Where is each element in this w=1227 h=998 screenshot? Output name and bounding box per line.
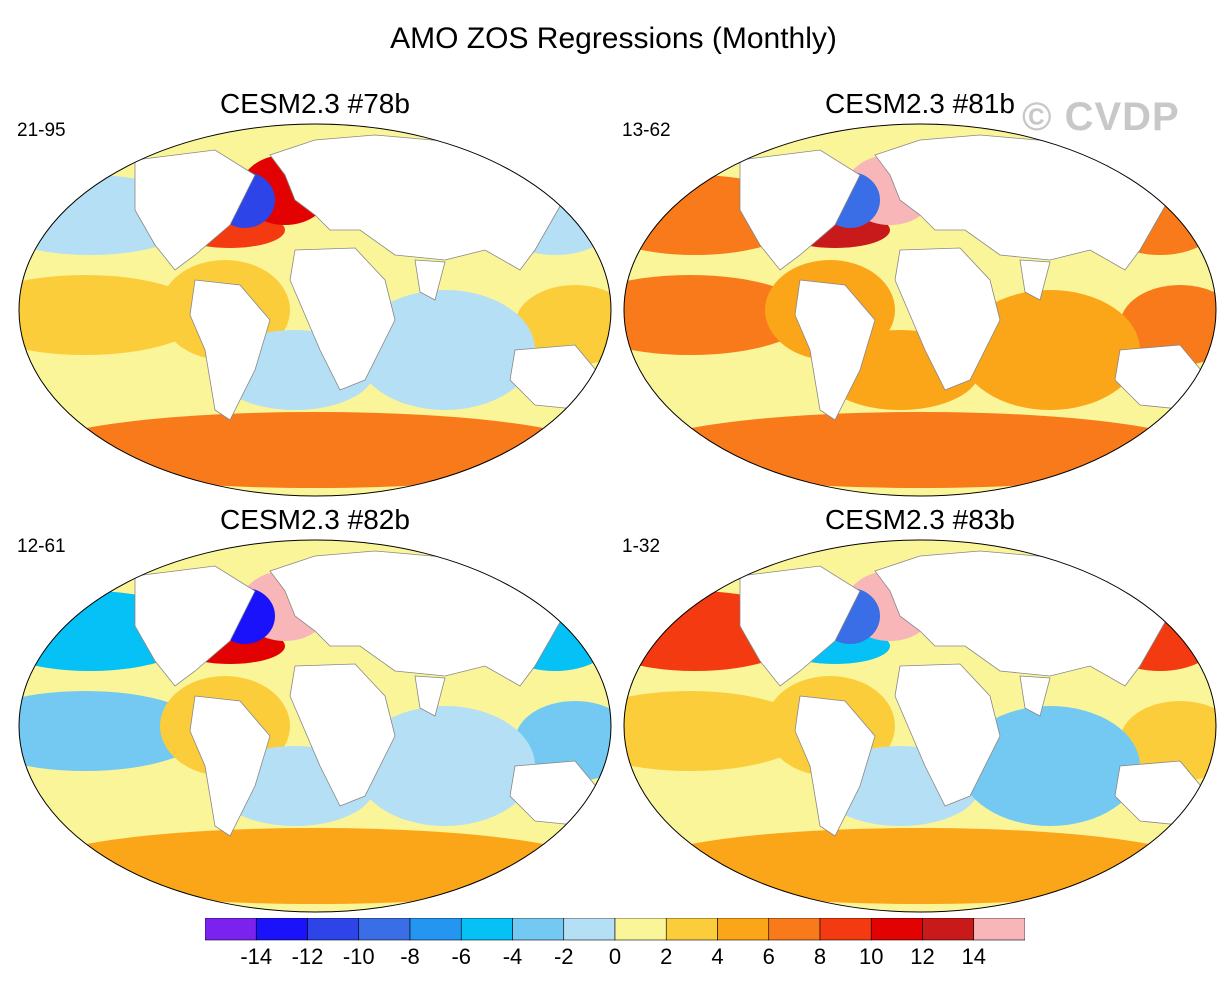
colorbar-tick-label: -2 [553,944,574,969]
map-panel-78b: CESM2.3 #78b 21-95 [15,88,615,520]
colorbar-tick-label: 0 [608,944,622,969]
map-svg [18,123,612,497]
panel-title: CESM2.3 #82b [220,504,410,535]
colorbar [205,918,1025,941]
colorbar-box [460,918,513,941]
continent-outline [794,695,876,837]
continent-outline [289,663,396,807]
colorbar-box [255,918,308,941]
colorbar-box [870,918,923,941]
panel-title: CESM2.3 #78b [220,88,410,119]
colorbar-tick-label: 8 [813,944,827,969]
region-tropical-pacific [515,701,611,781]
region-southern-ocean [35,412,595,488]
continent-outline [289,247,396,391]
continent-outline [894,247,1001,391]
map-svg [18,539,612,913]
region-indian-ocean [355,706,535,826]
colorbar-box [563,918,616,941]
colorbar-tick-label: -8 [400,944,420,969]
colorbar-tick-label: 2 [660,944,673,969]
continent-outline [189,695,271,837]
continent-outline [739,565,861,687]
colorbar-tick-label: 14 [961,944,986,969]
panel-title: CESM2.3 #81b [825,88,1015,119]
map-border [623,539,1217,913]
map-panel-82b: CESM2.3 #82b 12-61 [15,504,615,936]
continent-outline [1019,259,1051,301]
continent-outline [414,675,446,717]
panel-years: 21-95 [17,120,66,141]
continent-outline [1019,675,1051,717]
region-indian-ocean [960,706,1140,826]
panel-years: 12-61 [17,536,66,557]
map-panel-83b: CESM2.3 #83b 1-32 [620,504,1220,936]
continent-outline [134,565,256,687]
continent-outline [739,149,861,271]
colorbar-box [665,918,718,941]
region-tropical-pacific [19,275,205,355]
colorbar-box [768,918,821,941]
region-tropical-pacific [19,691,205,771]
colorbar-tick-label: -10 [342,944,375,969]
continent-outline [894,663,1001,807]
colorbar-box [205,918,257,941]
continent-outline [134,149,256,271]
region-indian-ocean [355,290,535,410]
colorbar-box [409,918,462,941]
region-tropical-pacific [1120,285,1216,365]
cvdp-watermark: © CVDP [1022,95,1180,139]
map-border [18,539,612,913]
colorbar-tick-label: 10 [859,944,884,969]
colorbar-tick-label: -12 [291,944,324,969]
colorbar-box [819,918,872,941]
region-tropical-pacific [1120,701,1216,781]
colorbar-box [717,918,770,941]
panel-title: CESM2.3 #83b [825,504,1015,535]
colorbar-tick-label: 12 [910,944,935,969]
continent-outline [189,279,271,421]
region-southern-ocean [35,828,595,904]
region-tropical-pacific [624,275,810,355]
colorbar-tick-label: -4 [502,944,523,969]
region-indian-ocean [960,290,1140,410]
map-panel-81b: CESM2.3 #81b 13-62 [620,88,1220,520]
colorbar-box [614,918,667,941]
region-tropical-pacific [515,285,611,365]
map-border [623,123,1217,497]
colorbar-box [512,918,565,941]
map-svg [623,123,1217,497]
colorbar-box [358,918,411,941]
region-southern-ocean [640,412,1200,488]
colorbar-box [922,918,975,941]
map-border [18,123,612,497]
region-tropical-pacific [624,691,810,771]
colorbar-box [307,918,360,941]
region-southern-ocean [640,828,1200,904]
map-svg [623,539,1217,913]
colorbar-box [973,918,1025,941]
panel-years: 1-32 [622,536,661,557]
panel-years: 13-62 [622,120,671,141]
continent-outline [414,259,446,301]
colorbar-tick-label: 6 [762,944,775,969]
colorbar-tick-label: 4 [711,944,724,969]
colorbar-tick-label: -6 [451,944,472,969]
continent-outline [794,279,876,421]
colorbar-tick-label: -14 [240,944,273,969]
figure-title: AMO ZOS Regressions (Monthly) [390,22,837,55]
